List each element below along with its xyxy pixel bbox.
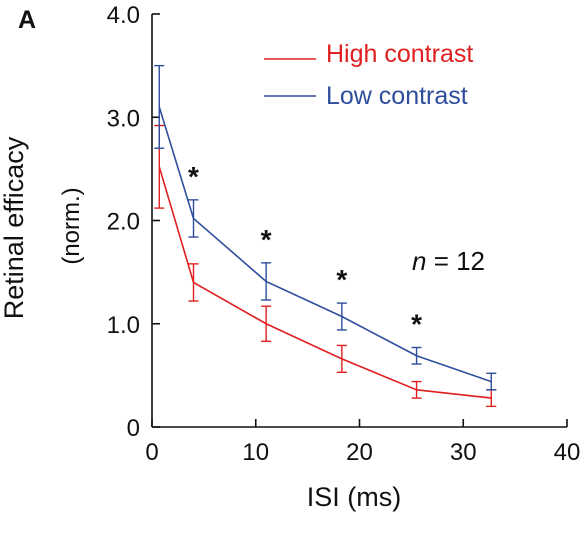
- error-bar-low-contrast: [486, 372, 497, 391]
- error-bar-high-contrast: [188, 263, 199, 302]
- y-tick-label: 3.0: [107, 105, 140, 132]
- axes: [151, 13, 568, 428]
- panel-label: A: [18, 6, 36, 34]
- error-bar-low-contrast: [261, 262, 272, 301]
- series-line-low-contrast: [158, 106, 492, 383]
- error-bar-low-contrast: [336, 302, 347, 331]
- x-tick-label: 30: [450, 439, 477, 466]
- legend-label-high-contrast: High contrast: [326, 40, 473, 68]
- error-bar-low-contrast: [411, 346, 422, 365]
- error-bar-low-contrast: [154, 64, 165, 149]
- x-tick-label: 0: [145, 439, 158, 466]
- significance-star: *: [411, 308, 422, 339]
- y-tick-label: 0: [127, 415, 140, 442]
- x-axis-label: ISI (ms): [307, 482, 402, 512]
- y-tick-label: 4.0: [107, 2, 140, 29]
- sample-size-annotation: n = 12: [412, 246, 485, 276]
- error-bar-high-contrast: [411, 380, 422, 399]
- significance-star: *: [261, 224, 272, 255]
- error-bar-high-contrast: [261, 305, 272, 343]
- y-axis-label: Retinal efficacy: [0, 136, 29, 319]
- significance-star: *: [188, 161, 199, 192]
- series-low-contrast: [154, 64, 497, 391]
- error-bar-high-contrast: [336, 344, 347, 373]
- y-tick-label: 1.0: [107, 312, 140, 339]
- y-axis-title: Retinal efficacy (norm.): [0, 136, 85, 319]
- tick-labels: 0 1.0 2.0 3.0 4.0 0 10 20 30 40: [107, 2, 581, 466]
- error-bar-low-contrast: [188, 199, 199, 238]
- plot-area: * * * *: [154, 64, 497, 408]
- legend: High contrast Low contrast: [264, 40, 473, 110]
- x-tick-label: 20: [346, 439, 373, 466]
- sample-size-n: n: [412, 246, 426, 276]
- sample-size-value: = 12: [426, 246, 485, 276]
- significance-star: *: [336, 264, 347, 295]
- x-tick-label: 10: [242, 439, 269, 466]
- series-line-high-contrast: [158, 166, 492, 399]
- y-tick-label: 2.0: [107, 209, 140, 236]
- x-tick-label: 40: [554, 439, 581, 466]
- legend-label-low-contrast: Low contrast: [326, 82, 468, 110]
- y-axis-unit: (norm.): [58, 187, 85, 264]
